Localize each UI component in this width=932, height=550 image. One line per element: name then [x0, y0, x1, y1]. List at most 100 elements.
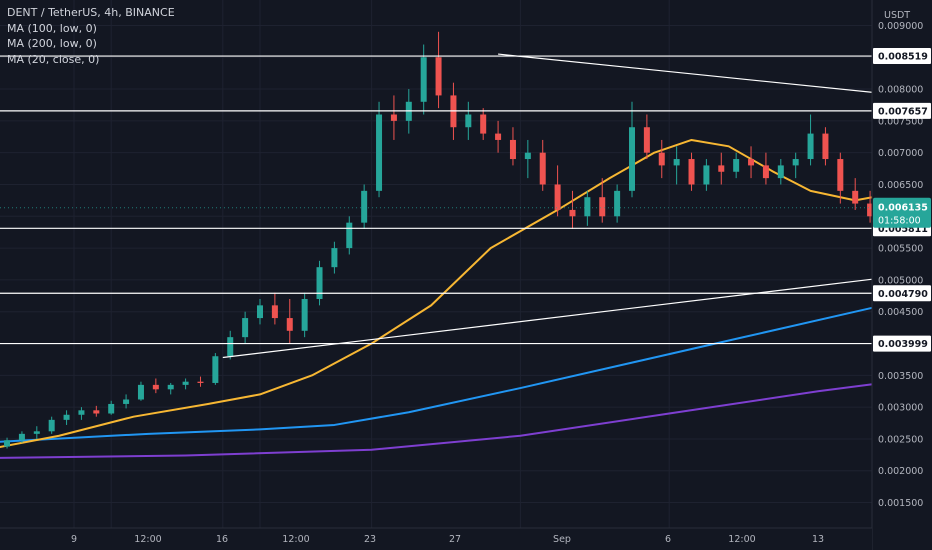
candle-body — [673, 159, 680, 166]
candle-body — [480, 114, 487, 134]
level-badge-label: 0.005811 — [878, 224, 928, 235]
price-tick-label: 0.009000 — [878, 21, 923, 32]
candle-body — [63, 414, 70, 420]
time-axis[interactable]: 9 12:00 16 12:00 23 27 Sep 6 12:00 13 — [0, 527, 872, 550]
candle-body — [495, 133, 502, 140]
candle-body — [688, 159, 695, 185]
price-tick-label: 0.002500 — [878, 434, 923, 445]
candle-body — [733, 159, 740, 172]
drawings[interactable] — [0, 53, 932, 359]
level-badge-label: 0.007657 — [878, 106, 928, 117]
candle-body — [539, 152, 546, 185]
time-tick-label: 12:00 — [134, 534, 161, 545]
time-tick-label: Sep — [553, 534, 571, 545]
candle-body — [703, 165, 710, 185]
price-tick-label: 0.006500 — [878, 180, 923, 191]
price-tick-label: 0.007500 — [878, 116, 923, 127]
candle-body — [108, 403, 115, 414]
candle-body — [643, 127, 650, 153]
candle-body — [257, 305, 263, 319]
level-badge — [873, 48, 931, 65]
time-tick-label: 23 — [364, 534, 376, 545]
time-tick-label: 13 — [812, 534, 824, 545]
price-tick-label: 0.003000 — [878, 403, 923, 414]
price-tick-label: 0.003500 — [878, 371, 923, 382]
candle-body — [182, 381, 189, 385]
candle-body — [346, 222, 353, 249]
candle-body — [435, 57, 442, 96]
price-tick-label: 0.008000 — [878, 85, 923, 96]
price-axis-background — [872, 0, 932, 550]
triangle-upper-trendline[interactable] — [498, 53, 932, 178]
level-badge-label: 0.003999 — [878, 339, 928, 350]
time-tick-label: 12:00 — [728, 534, 755, 545]
candle-body — [852, 190, 859, 204]
candle-body — [197, 381, 204, 383]
candle-body — [271, 305, 278, 319]
candle-body — [331, 248, 338, 268]
candle-body — [18, 433, 25, 441]
candle-body — [48, 419, 55, 432]
price-tick-label: 0.005000 — [878, 275, 923, 286]
candle-body — [509, 139, 516, 160]
candle-body — [792, 159, 799, 166]
last-price-badge — [873, 197, 931, 228]
candle-body — [762, 165, 769, 179]
level-badge — [873, 285, 931, 302]
time-tick-label: 16 — [216, 534, 228, 545]
price-tick-label: 0.007000 — [878, 148, 923, 159]
candle-body — [807, 133, 814, 160]
candle-body — [420, 57, 427, 102]
candle-body — [227, 337, 234, 357]
price-tick-label: 0.002000 — [878, 466, 923, 477]
candle-body — [242, 318, 249, 338]
ma20-line — [0, 138, 932, 449]
candle-body — [614, 190, 621, 217]
candle-body — [78, 410, 85, 415]
candle-body — [316, 267, 323, 299]
candle-body — [376, 114, 383, 191]
candle-body — [584, 197, 591, 217]
candle-body — [167, 384, 174, 390]
candle-body — [361, 190, 368, 223]
triangle-lower-trendline[interactable] — [222, 178, 932, 359]
time-tick-label: 6 — [665, 534, 671, 545]
level-badge-label: 0.004790 — [878, 289, 928, 300]
candle-body — [123, 399, 130, 404]
candle-body — [867, 203, 874, 217]
candle-body — [524, 152, 531, 160]
candle-body — [390, 114, 397, 121]
candle-body — [569, 209, 576, 217]
time-tick-label: 12:00 — [282, 534, 309, 545]
legend-ma200[interactable]: MA (200, low, 0) — [7, 37, 97, 50]
time-axis-background — [0, 528, 872, 550]
candle-body — [152, 384, 159, 390]
price-tick-label: 0.004500 — [878, 307, 923, 318]
candle-body — [465, 114, 472, 128]
candle-body — [837, 159, 844, 191]
price-axis[interactable]: USDT0.0090000.0085000.0080000.0075000.00… — [871, 0, 932, 550]
level-badge-label: 0.008519 — [878, 52, 928, 63]
candle-body — [301, 298, 308, 331]
candle-body — [599, 197, 606, 217]
candle-body — [286, 318, 293, 331]
candle-body — [822, 133, 829, 160]
candle-body — [658, 152, 665, 166]
legend-ma20[interactable]: MA (20, close, 0) — [7, 52, 100, 66]
candle-body — [777, 165, 784, 179]
candle-body — [4, 440, 11, 447]
price-tick-label: 0.005500 — [878, 244, 923, 255]
symbol-title[interactable]: DENT / TetherUS, 4h, BINANCE — [7, 6, 175, 19]
candle-body — [718, 165, 725, 172]
candle-body — [33, 431, 40, 434]
legend-ma100[interactable]: MA (100, low, 0) — [7, 21, 97, 35]
last-price-label: 0.006135 — [878, 203, 928, 214]
candle-body — [93, 410, 100, 414]
candle-body — [554, 184, 561, 210]
price-tick-label: 0.001500 — [878, 498, 923, 509]
level-badge — [873, 102, 931, 119]
chart-legend: DENT / TetherUS, 4h, BINANCE MA (100, lo… — [7, 5, 175, 67]
candle-body — [137, 384, 144, 400]
